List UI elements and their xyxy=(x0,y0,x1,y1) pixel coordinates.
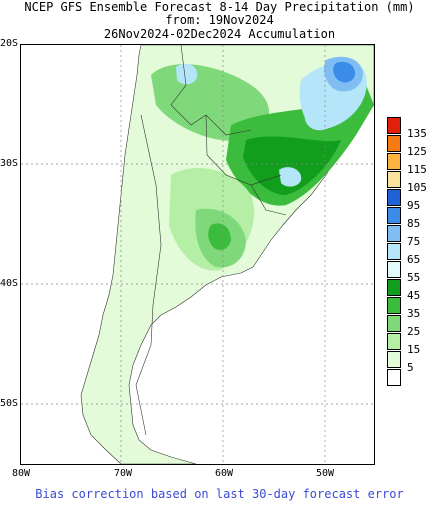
legend-label: 135 xyxy=(407,127,427,140)
lat-label-20s: 20S xyxy=(0,38,19,49)
legend-label: 75 xyxy=(407,235,421,248)
legend-swatch xyxy=(387,297,401,314)
border-bolivia xyxy=(170,44,252,136)
legend-label: 35 xyxy=(407,307,421,320)
title-line-3: 26Nov2024-02Dec2024 Accumulation xyxy=(103,27,336,41)
legend-label: 115 xyxy=(407,163,427,176)
precip-area-east-heavy xyxy=(243,136,341,195)
legend-label: 65 xyxy=(407,253,421,266)
lon-label-50w: 50W xyxy=(316,468,335,479)
legend-swatch xyxy=(387,243,401,260)
legend-swatch xyxy=(387,225,401,242)
legend-swatch xyxy=(387,117,401,134)
legend-swatch xyxy=(387,189,401,206)
legend-row xyxy=(387,369,431,387)
legend-row: 55 xyxy=(387,261,431,284)
legend-label: 55 xyxy=(407,271,421,284)
legend-swatch xyxy=(387,171,401,188)
precip-area-nw-light xyxy=(176,63,198,85)
legend-row: 85 xyxy=(387,207,431,230)
title-line-1: NCEP GFS Ensemble Forecast 8-14 Day Prec… xyxy=(24,0,415,14)
border-uruguay xyxy=(250,184,287,216)
precip-area-ne-heavy xyxy=(333,61,356,83)
legend-swatch xyxy=(387,333,401,350)
title-line-2: from: 19Nov2024 xyxy=(165,13,274,27)
legend-swatch xyxy=(387,153,401,170)
legend-swatch xyxy=(387,135,401,152)
legend-label: 5 xyxy=(407,361,414,374)
legend-swatch xyxy=(387,279,401,296)
legend-row: 5 xyxy=(387,351,431,374)
legend-swatch xyxy=(387,351,401,368)
legend-label: 25 xyxy=(407,325,421,338)
legend-row: 125 xyxy=(387,135,431,158)
lon-label-80w: 80W xyxy=(12,468,31,479)
border-paraguay xyxy=(205,114,282,186)
footer-note: Bias correction based on last 30-day for… xyxy=(35,487,404,501)
legend-row: 35 xyxy=(387,297,431,320)
legend-label: 125 xyxy=(407,145,427,158)
legend-row: 135 xyxy=(387,117,431,140)
map-canvas xyxy=(21,44,375,465)
lon-label-60w: 60W xyxy=(215,468,234,479)
precip-area-e-light xyxy=(304,104,335,131)
legend-label: 95 xyxy=(407,199,421,212)
legend-row: 75 xyxy=(387,225,431,248)
precip-area-coast-light xyxy=(279,167,302,187)
legend-row: 105 xyxy=(387,171,431,194)
legend-swatch xyxy=(387,315,401,332)
legend-row: 95 xyxy=(387,189,431,212)
legend-label: 15 xyxy=(407,343,421,356)
legend-row: 15 xyxy=(387,333,431,356)
legend-row: 25 xyxy=(387,315,431,338)
legend-row: 115 xyxy=(387,153,431,176)
precip-area-central-3 xyxy=(208,223,231,251)
legend-label: 85 xyxy=(407,217,421,230)
lat-label-50s: 50S xyxy=(0,398,19,409)
grid-lines xyxy=(21,45,374,464)
legend-swatch xyxy=(387,261,401,278)
legend-swatch xyxy=(387,369,401,386)
lat-label-30s: 30S xyxy=(0,158,19,169)
political-borders xyxy=(135,44,287,436)
legend-swatch xyxy=(387,207,401,224)
precipitation-map xyxy=(20,44,375,465)
border-chile-argentina xyxy=(135,114,162,436)
lat-label-40s: 40S xyxy=(0,278,19,289)
legend-label: 105 xyxy=(407,181,427,194)
legend-row: 45 xyxy=(387,279,431,302)
legend-row: 65 xyxy=(387,243,431,266)
lon-label-70w: 70W xyxy=(114,468,133,479)
legend-label: 45 xyxy=(407,289,421,302)
